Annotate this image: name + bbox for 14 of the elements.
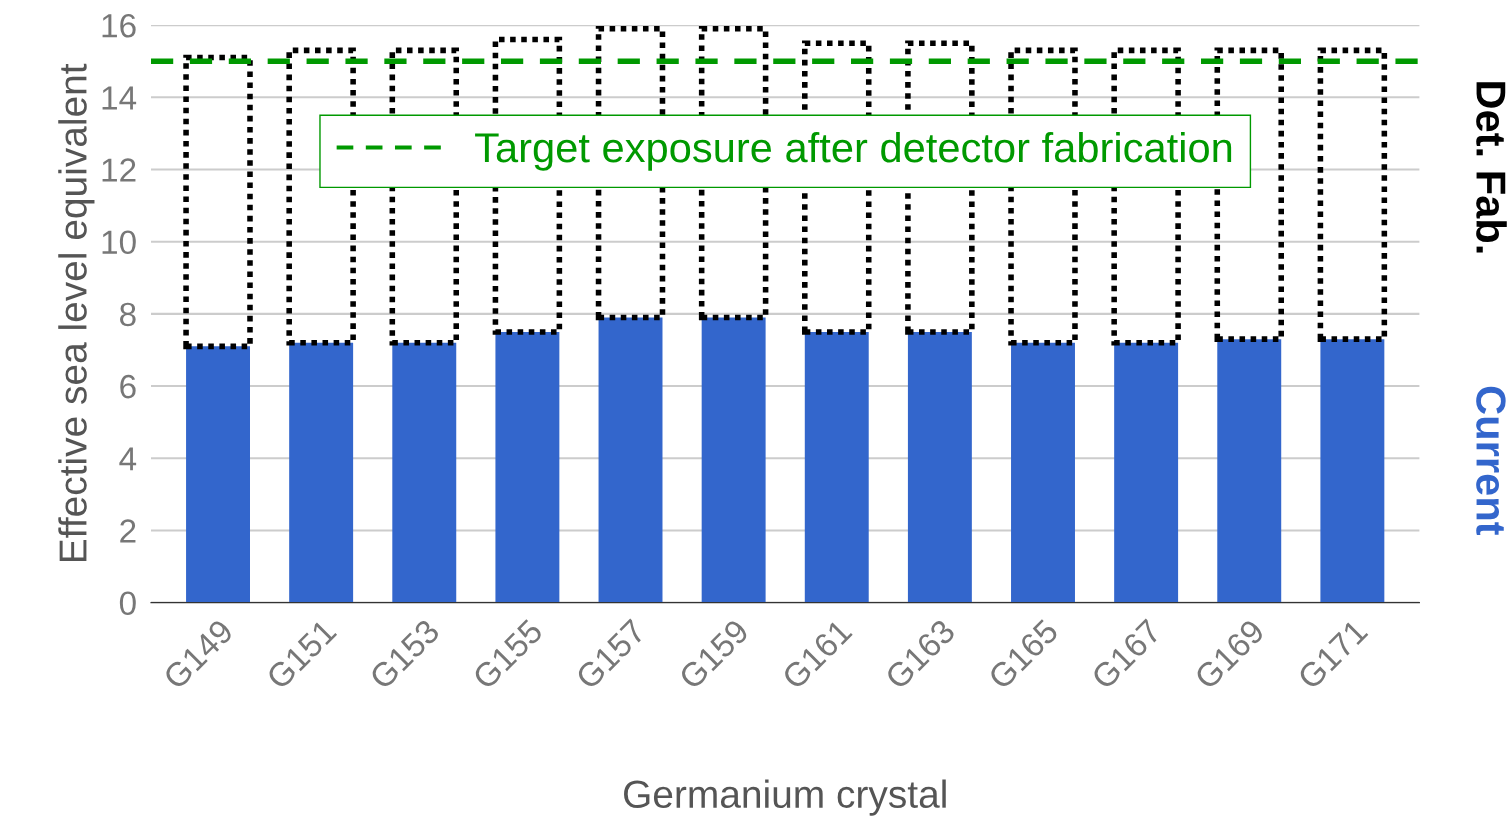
y-tick-label: 16 [102, 13, 136, 38]
y-tick-label: 2 [120, 519, 136, 543]
y-tick-label: 10 [102, 230, 136, 255]
text: Det. Fab. [1476, 82, 1507, 253]
y-axis-title: Effective sea level equivalent [58, 63, 95, 562]
y-tick-label: 4 [119, 447, 137, 471]
y-tick-label: 12 [102, 158, 136, 182]
y-tick-label: 8 [120, 302, 136, 327]
y-tick-label: 14 [102, 86, 137, 110]
x-axis-title: Germanium crystal [624, 779, 946, 816]
legend-label: Target exposure after detector fabrication [475, 131, 1232, 171]
y-tick-label: 0 [119, 591, 136, 616]
text: Current [1476, 386, 1506, 536]
y-tick-label: 6 [120, 374, 136, 399]
